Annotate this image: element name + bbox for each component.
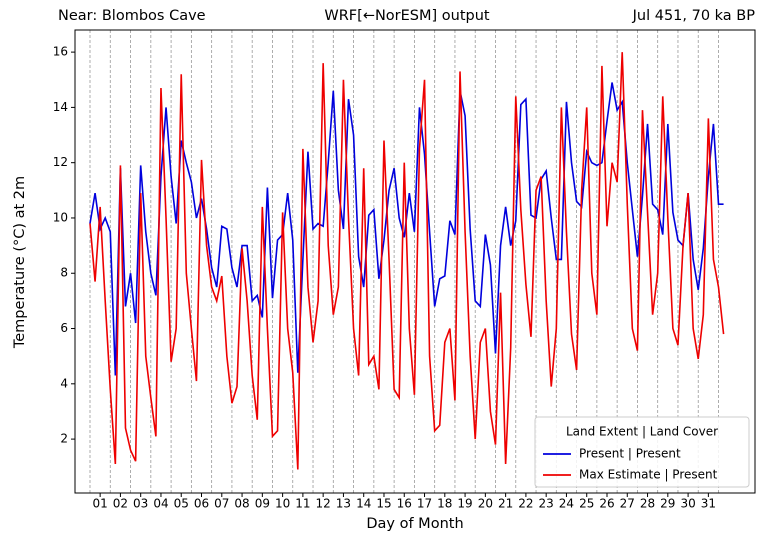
y-tick-label: 10 [53,210,68,224]
chart-title-right: Jul 451, 70 ka BP [632,8,756,24]
x-tick-label: 19 [457,497,472,511]
x-tick-label: 26 [599,497,614,511]
x-tick-label: 29 [660,497,675,511]
x-tick-label: 16 [397,497,412,511]
x-tick-label: 30 [680,497,695,511]
x-tick-label: 28 [640,497,655,511]
x-tick-label: 14 [356,497,371,511]
x-tick-label: 04 [153,497,168,511]
x-tick-label: 09 [255,497,270,511]
x-tick-label: 31 [701,497,716,511]
x-tick-label: 25 [579,497,594,511]
legend-label: Max Estimate | Present [579,468,718,482]
y-tick-label: 2 [60,432,68,446]
x-tick-label: 10 [275,497,290,511]
x-axis-label: Day of Month [366,516,463,532]
x-tick-label: 23 [539,497,554,511]
y-tick-label: 4 [60,376,68,390]
series-line [89,82,724,376]
plot-frame [74,29,756,494]
y-tick-label: 6 [60,321,68,335]
chart-title-left: Near: Blombos Cave [58,8,206,24]
x-tick-label: 05 [174,497,189,511]
legend-label: Present | Present [579,447,681,461]
x-tick-label: 11 [295,497,310,511]
y-tick-label: 8 [60,266,68,280]
x-tick-label: 20 [478,497,493,511]
y-tick-label: 16 [53,45,68,59]
x-tick-label: 07 [214,497,229,511]
x-tick-label: 17 [417,497,432,511]
y-tick-label: 12 [53,155,68,169]
x-tick-label: 27 [620,497,635,511]
x-tick-label: 02 [113,497,128,511]
y-axis-label: Temperature (°C) at 2m [12,176,28,349]
x-tick-label: 21 [498,497,513,511]
y-tick-label: 14 [53,100,68,114]
legend-box [534,416,750,488]
x-tick-label: 13 [336,497,351,511]
x-tick-label: 18 [437,497,452,511]
chart-title: WRF[←NorESM] output [324,8,490,24]
legend: Land Extent | Land Cover Present | Presen… [534,416,750,488]
x-tick-label: 08 [234,497,249,511]
x-tick-label: 03 [133,497,148,511]
x-tick-label: 06 [194,497,209,511]
legend-title: Land Extent | Land Cover [566,425,718,439]
x-tick-label: 24 [559,497,574,511]
x-tick-label: 12 [316,497,331,511]
x-tick-label: 15 [376,497,391,511]
series-line [89,52,725,470]
x-tick-label: 22 [518,497,533,511]
x-tick-label: 01 [92,497,107,511]
